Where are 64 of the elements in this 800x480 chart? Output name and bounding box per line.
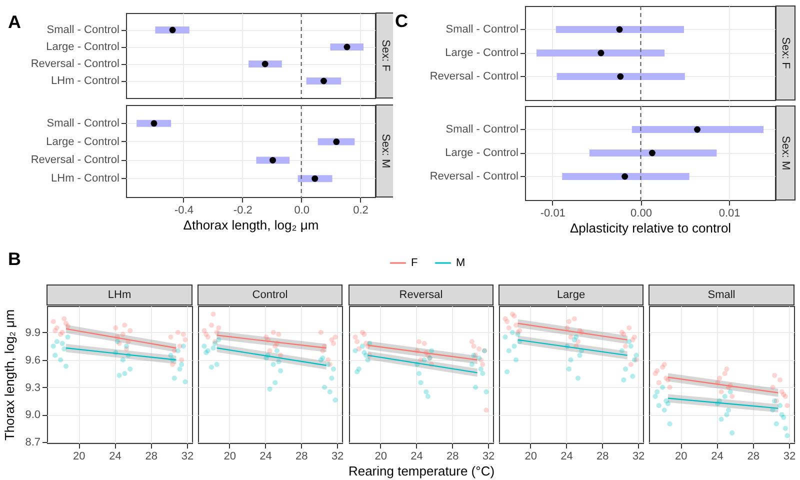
x-tick-label: 0.0	[294, 204, 310, 216]
chart-title: LHm	[108, 289, 132, 301]
x-tick-label: 28	[145, 450, 158, 462]
y-tick-label: Large - Control	[46, 136, 120, 148]
x-tick-label: 32	[783, 450, 796, 462]
y-tick-label: Small - Control	[446, 124, 518, 136]
x-tick-label: 20	[224, 450, 236, 462]
y-tick-label: Large - Control	[46, 41, 120, 53]
x-tick-label: 20	[374, 450, 388, 462]
x-tick-label: 32	[331, 450, 344, 462]
x-tick-label: 32	[632, 450, 645, 462]
x-tick-label: 28	[747, 450, 760, 462]
x-axis-title: Δplasticity relative to control	[570, 220, 732, 236]
x-tick-label: 0.2	[353, 204, 368, 216]
x-tick-label: 24	[109, 450, 122, 462]
text: C	[395, 11, 408, 31]
y-tick-label: Small - Control	[446, 24, 518, 36]
x-tick-label: -0.2	[233, 204, 252, 216]
y-tick-label: Reversal - Control	[30, 58, 120, 70]
y-tick-label: Reversal - Control	[430, 170, 518, 182]
y-tick-label: LHm - Control	[51, 172, 120, 185]
chart-title: Small	[708, 289, 736, 301]
x-tick-label: 24	[260, 450, 272, 462]
y-tick-label: 9.0	[25, 409, 40, 422]
x-tick-label: -0.4	[174, 204, 194, 216]
y-tick-label: 9.3	[25, 382, 40, 394]
text: Sex: M	[780, 136, 792, 170]
x-tick-label: 0.01	[718, 208, 740, 220]
y-tick-label: LHm - Control	[51, 75, 120, 87]
x-axis-title: Δthorax length, log₂ μm	[183, 218, 319, 232]
text: Sex: M	[380, 134, 392, 168]
x-tick-label: 28	[596, 450, 609, 462]
y-tick-label: Small - Control	[46, 117, 120, 130]
y-tick-label: 9.9	[25, 326, 40, 339]
x-tick-label: -0.01	[540, 208, 566, 220]
x-tick-label: 24	[711, 450, 724, 462]
x-tick-label: 20	[674, 450, 688, 462]
x-tick-label: 28	[296, 450, 308, 462]
y-tick-label: Reversal - Control	[30, 154, 120, 166]
y-tick-label: 8.7	[25, 436, 40, 449]
x-axis-title: Rearing temperature (°C)	[348, 464, 495, 478]
x-tick-label: 20	[72, 450, 86, 462]
y-axis-title: Thorax length, log₂ μm	[2, 309, 18, 441]
x-tick-label: 24	[560, 450, 573, 462]
y-tick-label: Large - Control	[445, 147, 518, 159]
x-tick-label: 20	[524, 450, 538, 462]
text: Sex: F	[380, 40, 392, 72]
x-tick-label: 32	[181, 450, 194, 462]
y-tick-label: Reversal - Control	[430, 70, 518, 82]
text: Sex: F	[780, 37, 792, 70]
x-tick-label: 28	[446, 450, 459, 462]
text: B	[8, 249, 21, 269]
text: A	[8, 12, 21, 32]
chart-title: Reversal	[399, 289, 443, 301]
x-tick-label: 32	[482, 450, 495, 462]
x-tick-label: 0.00	[630, 208, 652, 220]
legend-label: M	[456, 257, 466, 269]
chart-title: Control	[252, 289, 288, 301]
legend-label: F	[411, 257, 418, 269]
x-tick-label: 24	[410, 450, 423, 462]
y-tick-label: Large - Control	[445, 47, 518, 59]
y-tick-label: 9.6	[25, 354, 40, 366]
chart-title: Large	[556, 289, 586, 301]
y-tick-label: Small - Control	[46, 24, 120, 36]
